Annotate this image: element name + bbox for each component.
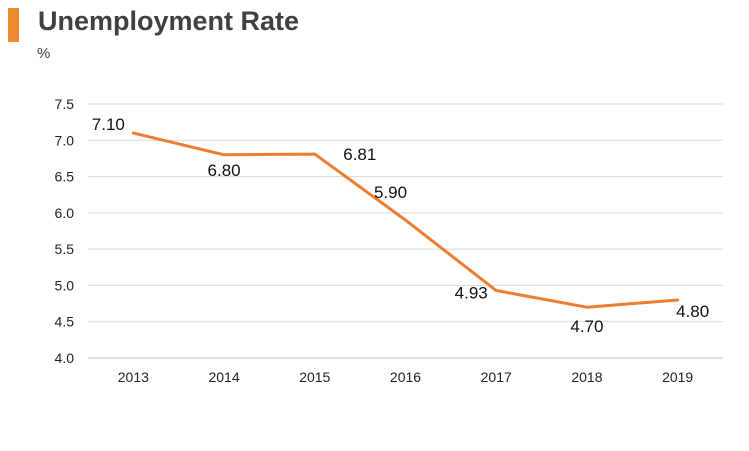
y-tick-label: 4.0: [55, 350, 75, 366]
data-label: 4.70: [570, 317, 603, 336]
y-tick-label: 6.0: [55, 205, 75, 221]
unit-label: %: [37, 45, 51, 62]
x-tick-label: 2018: [571, 369, 602, 385]
x-tick-label: 2013: [118, 369, 149, 385]
data-label: 4.80: [676, 302, 709, 321]
y-tick-label: 5.5: [55, 241, 75, 257]
data-label: 7.10: [92, 115, 125, 134]
data-label: 5.90: [374, 183, 407, 202]
series-line: [131, 131, 680, 309]
x-tick-label: 2019: [662, 369, 693, 385]
x-tick-label: 2017: [481, 369, 512, 385]
data-label: 6.81: [343, 145, 376, 164]
y-tick-label: 6.5: [55, 169, 75, 185]
data-label: 6.80: [208, 161, 241, 180]
x-tick-label: 2014: [208, 369, 239, 385]
y-tick-label: 5.0: [55, 277, 75, 293]
title-accent-bar: [8, 8, 19, 42]
y-tick-label: 4.5: [55, 314, 75, 330]
y-tick-label: 7.0: [55, 132, 75, 148]
y-tick-label: 7.5: [55, 96, 75, 112]
x-tick-label: 2016: [390, 369, 421, 385]
page-title: Unemployment Rate: [38, 6, 300, 36]
data-label: 4.93: [455, 284, 488, 303]
x-tick-label: 2015: [299, 369, 330, 385]
